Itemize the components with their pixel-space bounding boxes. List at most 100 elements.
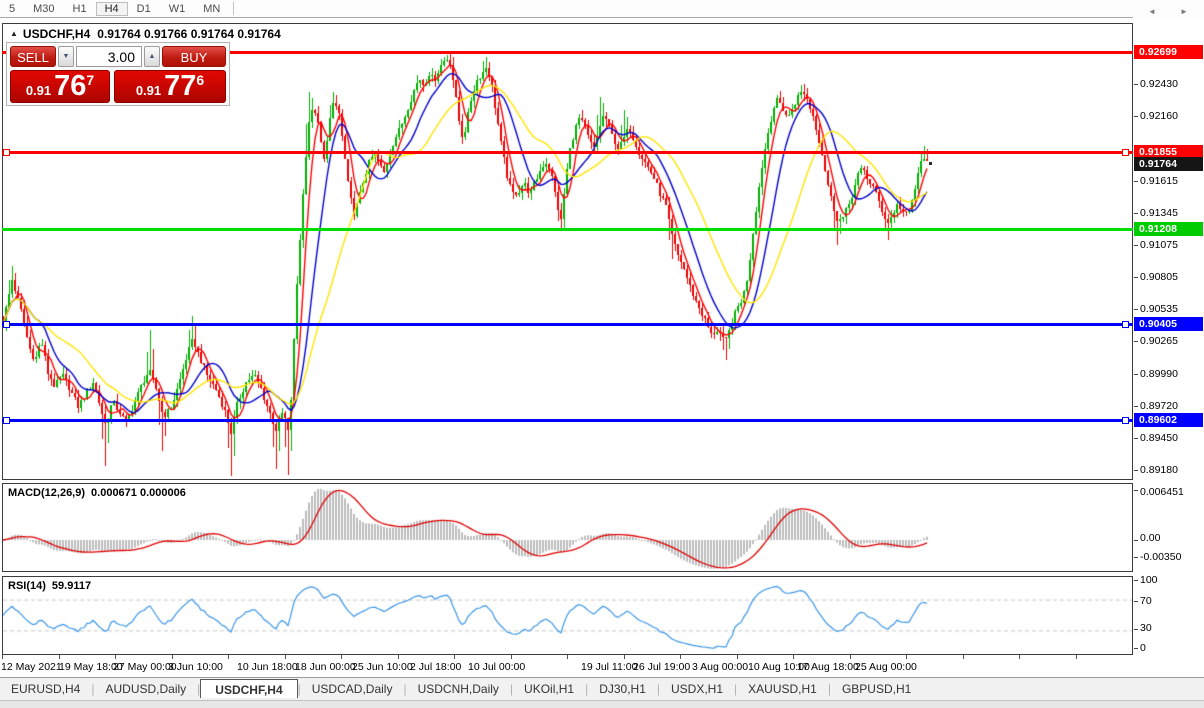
tab-dj30[interactable]: DJ30,H1 — [599, 682, 646, 696]
price-tick-label: 0.91345 — [1140, 207, 1178, 219]
indicator-axis-dash — [1134, 490, 1138, 491]
horizontal-line-0.91855[interactable] — [2, 151, 1133, 154]
rsi-name: RSI(14) — [8, 580, 46, 592]
volume-decrease-button[interactable]: ▼ — [58, 46, 74, 67]
price-tick-dash — [1134, 245, 1138, 246]
timeframe-toolbar: 5 M30 H1 H4 D1 W1 MN — [0, 0, 1204, 18]
price-tick-dash — [1134, 374, 1138, 375]
time-tick — [511, 655, 512, 659]
indicator-axis-label: 0 — [1140, 642, 1146, 654]
line-handle[interactable] — [3, 321, 10, 328]
horizontal-line-0.89602[interactable] — [2, 419, 1133, 422]
time-label: 19 May 18:00 — [59, 661, 123, 673]
time-tick — [567, 655, 568, 659]
time-label: 12 May 2021 — [1, 661, 62, 673]
price-axis[interactable]: 0.92430 0.92160 0.91615 0.91345 0.91075 0.908… — [1133, 17, 1204, 677]
tab-separator: | — [91, 682, 95, 696]
buy-price-display[interactable]: 0.91 77 6 — [114, 70, 226, 103]
timeframe-w1[interactable]: W1 — [168, 2, 186, 15]
price-tick-label: 0.90535 — [1140, 303, 1178, 315]
price-tick-label: 0.89450 — [1140, 432, 1178, 444]
buy-price-big: 77 — [164, 70, 197, 102]
chart-title: ▲ USDCHF,H4 0.91764 0.91766 0.91764 0.9176… — [10, 27, 281, 41]
price-tick-dash — [1134, 213, 1138, 214]
volume-increase-button[interactable]: ▲ — [144, 46, 160, 67]
timeframe-d1[interactable]: D1 — [136, 2, 151, 15]
price-tick-label: 0.89180 — [1140, 464, 1178, 476]
time-axis[interactable]: 12 May 2021 19 May 18:00 27 May 00:00 3 Jun… — [0, 655, 1204, 677]
tab-scroll-right-icon[interactable]: ► — [1180, 7, 1188, 16]
tab-scroll-left-icon[interactable]: ◄ — [1148, 7, 1156, 16]
indicator-axis-label: 70 — [1140, 595, 1152, 607]
price-tick-dash — [1134, 309, 1138, 310]
timeframe-m30[interactable]: M30 — [33, 2, 55, 15]
price-line-badge: 0.91208 — [1134, 222, 1203, 236]
rsi-panel[interactable] — [2, 576, 1133, 655]
volume-input[interactable] — [76, 46, 142, 67]
time-label: 25 Aug 00:00 — [855, 661, 917, 673]
line-handle[interactable] — [1122, 417, 1129, 424]
line-handle[interactable] — [1122, 321, 1129, 328]
sell-price-display[interactable]: 0.91 76 7 — [10, 70, 110, 103]
time-tick — [398, 655, 399, 659]
indicator-axis-dash — [1134, 629, 1138, 630]
price-tick-dash — [1134, 438, 1138, 439]
macd-name: MACD(12,26,9) — [8, 487, 86, 499]
timeframe-h1[interactable]: H1 — [72, 2, 87, 15]
timeframe-h4[interactable]: H4 — [95, 1, 128, 16]
collapse-icon[interactable]: ▲ — [10, 29, 18, 38]
tab-ukoil[interactable]: UKOil,H1 — [524, 682, 575, 696]
rsi-values: 59.9117 — [51, 580, 92, 592]
indicator-axis-label: -0.00350 — [1140, 551, 1182, 563]
tab-separator: | — [827, 682, 831, 696]
tab-usdchf[interactable]: USDCHF,H4 — [200, 679, 298, 698]
time-tick — [1076, 655, 1077, 659]
symbol-title: USDCHF,H4 — [22, 27, 91, 41]
time-tick — [454, 655, 455, 659]
time-label: 3 Aug 00:00 — [692, 661, 749, 673]
indicator-axis-dash — [1134, 580, 1138, 581]
line-handle[interactable] — [1122, 149, 1129, 156]
buy-button[interactable]: BUY — [162, 46, 226, 67]
price-tick-label: 0.91075 — [1140, 239, 1178, 251]
buy-price-sup: 6 — [196, 72, 205, 88]
horizontal-line-0.92699[interactable] — [2, 51, 1133, 54]
tab-eurusd[interactable]: EURUSD,H4 — [11, 682, 81, 696]
tab-separator: | — [585, 682, 589, 696]
tab-usdx[interactable]: USDX,H1 — [671, 682, 724, 696]
time-label: 17 Aug 18:00 — [797, 661, 859, 673]
tab-gbpusd[interactable]: GBPUSD,H1 — [841, 682, 912, 696]
sell-button[interactable]: SELL — [10, 46, 56, 67]
tab-audusd[interactable]: AUDUSD,Daily — [105, 682, 187, 696]
toolbar-separator — [233, 2, 235, 15]
line-handle[interactable] — [3, 149, 10, 156]
time-label: 2 Jul 18:00 — [410, 661, 462, 673]
time-label: 18 Jun 00:00 — [295, 661, 356, 673]
horizontal-line-0.90405[interactable] — [2, 323, 1133, 326]
ohlc-values: 0.91764 0.91766 0.91764 0.91764 — [97, 27, 281, 41]
price-tick-label: 0.92430 — [1140, 78, 1178, 90]
tab-usdcad[interactable]: USDCAD,Daily — [311, 682, 393, 696]
indicator-axis-label: 0.006451 — [1140, 486, 1184, 498]
horizontal-line-0.91208[interactable] — [2, 228, 1133, 231]
chart-tab-bar: EURUSD,H4 | AUDUSD,Daily | USDCHF,H4 | USDCAD,… — [0, 677, 1204, 700]
price-tick-label: 0.89990 — [1140, 368, 1178, 380]
price-tick-label: 0.91615 — [1140, 175, 1178, 187]
timeframe-5[interactable]: 5 — [9, 2, 16, 15]
macd-panel[interactable] — [2, 483, 1133, 572]
tab-xauusd[interactable]: XAUUSD,H1 — [748, 682, 817, 696]
price-line-badge: 0.90405 — [1134, 317, 1203, 331]
tab-separator: | — [297, 682, 301, 696]
time-tick — [624, 655, 625, 659]
tab-usdcnh[interactable]: USDCNH,Daily — [417, 682, 499, 696]
indicator-axis-dash — [1134, 540, 1138, 541]
price-tick-label: 0.90805 — [1140, 271, 1178, 283]
time-label: 10 Aug 10:00 — [748, 661, 810, 673]
line-handle[interactable] — [3, 417, 10, 424]
time-tick — [1019, 655, 1020, 659]
price-line-badge: 0.91855 — [1134, 145, 1203, 159]
time-tick — [850, 655, 851, 659]
current-price-badge: 0.91764 — [1134, 157, 1203, 171]
timeframe-mn[interactable]: MN — [203, 2, 221, 15]
